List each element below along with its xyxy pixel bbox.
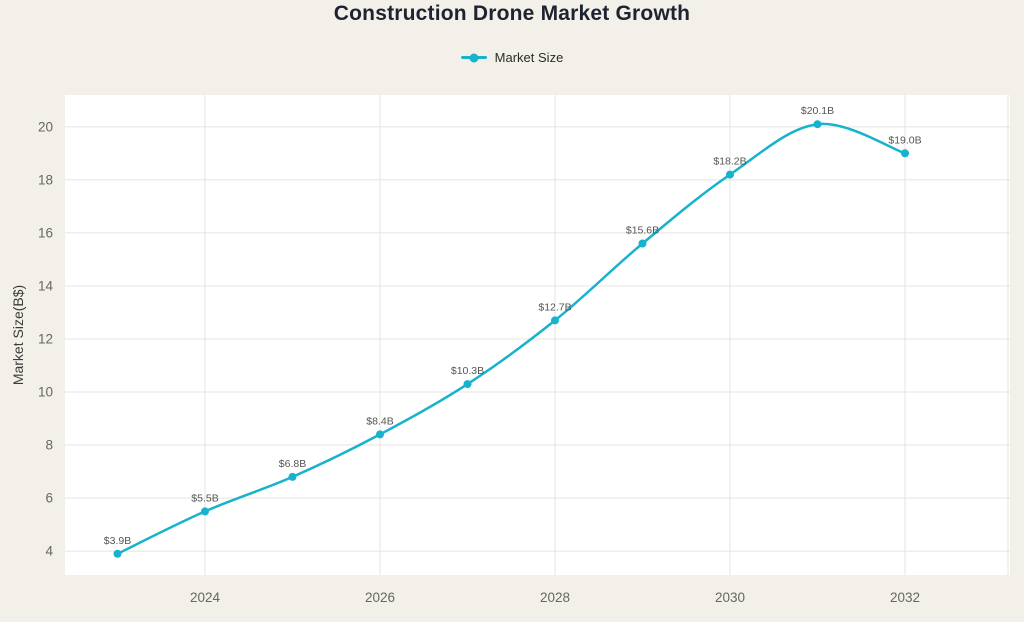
data-point[interactable]	[113, 549, 122, 558]
data-point[interactable]	[638, 239, 647, 248]
chart-title: Construction Drone Market Growth	[333, 2, 691, 25]
y-tick-label: 4	[45, 544, 53, 559]
data-point[interactable]	[376, 430, 384, 439]
point-label: $3.9B	[104, 535, 131, 547]
y-tick-label: 8	[45, 438, 53, 453]
y-tick-label: 20	[38, 119, 53, 134]
data-point[interactable]	[463, 380, 472, 389]
legend-line-marker-icon	[460, 56, 487, 59]
data-point[interactable]	[901, 149, 909, 158]
point-label: $8.4B	[366, 415, 393, 427]
legend-item-market-size[interactable]: Market Size	[0, 50, 1024, 65]
point-label: $6.8B	[279, 458, 306, 470]
point-label: $10.3B	[451, 365, 484, 377]
y-tick-label: 18	[38, 172, 53, 187]
point-label: $19.0B	[888, 134, 921, 146]
y-tick-label: 6	[45, 491, 53, 506]
point-label: $5.5B	[191, 492, 218, 504]
data-point[interactable]	[726, 170, 734, 179]
x-tick-label: 2032	[890, 590, 920, 605]
point-label: $18.2B	[713, 156, 746, 168]
point-label: $15.6B	[626, 225, 659, 237]
y-tick-label: 14	[38, 278, 54, 293]
data-point[interactable]	[813, 120, 822, 129]
x-tick-label: 2030	[715, 590, 745, 605]
x-tick-label: 2024	[190, 590, 221, 605]
legend-label: Market Size	[494, 50, 564, 65]
data-point[interactable]	[288, 472, 297, 481]
market-size-line	[116, 122, 907, 556]
y-tick-label: 10	[38, 385, 53, 400]
x-tick-label: 2026	[365, 590, 395, 605]
data-point[interactable]	[201, 507, 209, 516]
point-label: $20.1B	[801, 105, 834, 117]
x-tick-label: 2028	[540, 590, 570, 605]
y-tick-label: 12	[38, 331, 53, 346]
point-label: $12.7B	[538, 301, 571, 313]
data-point[interactable]	[551, 316, 559, 325]
y-tick-label: 16	[38, 225, 53, 240]
